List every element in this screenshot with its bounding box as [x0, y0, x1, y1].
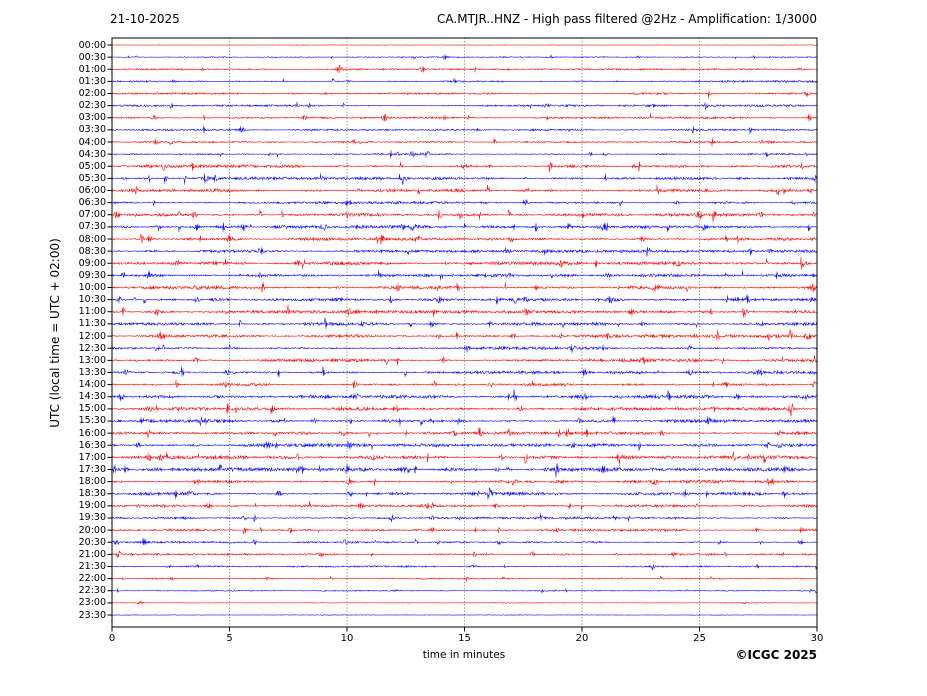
y-tick-label: 15:30 — [78, 415, 106, 427]
y-tick-label: 07:30 — [78, 221, 106, 233]
y-tick-label: 13:00 — [78, 354, 106, 366]
y-tick-label: 06:30 — [78, 197, 106, 209]
y-tick-label: 06:00 — [78, 185, 106, 197]
y-tick-label: 14:30 — [78, 391, 106, 403]
y-tick-label: 05:30 — [78, 172, 106, 184]
y-tick-label: 02:00 — [78, 88, 106, 99]
y-tick-label: 18:00 — [78, 476, 106, 488]
y-tick-label: 16:00 — [78, 427, 106, 439]
y-tick-label: 22:00 — [78, 573, 106, 585]
x-tick-label: 10 — [340, 633, 354, 644]
y-tick-label: 21:30 — [78, 560, 106, 572]
y-tick-label: 03:00 — [78, 112, 106, 124]
copyright-credit: ©ICGC 2025 — [735, 648, 817, 662]
y-tick-label: 11:30 — [78, 318, 106, 330]
y-tick-label: 15:00 — [78, 403, 106, 415]
y-tick-label: 04:00 — [78, 136, 106, 148]
y-tick-label: 23:30 — [78, 609, 106, 621]
y-tick-label: 17:00 — [78, 451, 106, 463]
y-tick-label: 12:30 — [78, 342, 106, 354]
x-axis-label: time in minutes — [422, 649, 506, 661]
y-tick-label: 14:00 — [78, 379, 106, 391]
y-tick-label: 12:00 — [78, 330, 106, 342]
y-tick-label: 23:00 — [78, 597, 106, 609]
y-tick-label: 21:00 — [78, 548, 106, 560]
y-tick-label: 07:00 — [78, 209, 106, 221]
y-tick-label: 18:30 — [78, 488, 106, 500]
y-tick-label: 08:30 — [78, 245, 106, 257]
y-tick-label: 20:30 — [78, 536, 106, 548]
y-tick-label: 20:00 — [78, 524, 106, 536]
y-tick-label: 13:30 — [78, 366, 106, 378]
y-tick-label: 09:00 — [78, 257, 106, 269]
y-tick-label: 01:30 — [78, 75, 106, 87]
y-tick-label: 04:30 — [78, 148, 106, 160]
y-tick-label: 22:30 — [78, 585, 106, 597]
y-tick-label: 10:30 — [78, 294, 106, 306]
y-tick-label: 00:30 — [78, 51, 106, 63]
x-tick-label: 15 — [458, 633, 471, 644]
x-tick-label: 0 — [108, 633, 116, 644]
x-tick-label: 30 — [810, 633, 824, 644]
y-tick-label: 10:00 — [78, 282, 106, 294]
x-tick-label: 5 — [226, 633, 233, 644]
y-tick-label: 00:00 — [78, 39, 106, 51]
y-tick-label: 16:30 — [78, 439, 106, 451]
y-tick-label: 02:30 — [78, 100, 106, 112]
y-tick-label: 08:00 — [78, 233, 106, 245]
y-tick-label: 05:00 — [78, 160, 106, 172]
y-tick-label: 09:30 — [78, 269, 106, 281]
y-tick-label: 19:30 — [78, 512, 106, 524]
y-tick-label: 17:30 — [78, 463, 106, 475]
x-tick-label: 25 — [693, 633, 706, 644]
y-tick-label: 19:00 — [78, 500, 106, 512]
y-tick-label: 11:00 — [78, 306, 106, 318]
y-tick-label: 03:30 — [78, 124, 106, 136]
chart-title: CA.MTJR..HNZ - High pass filtered @2Hz -… — [437, 12, 817, 26]
x-tick-label: 20 — [575, 633, 589, 644]
y-tick-label: 01:00 — [78, 63, 106, 75]
date-label: 21-10-2025 — [110, 12, 180, 26]
